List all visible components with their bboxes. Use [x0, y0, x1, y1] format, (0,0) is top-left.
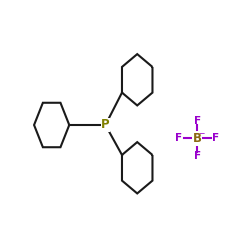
Text: P: P [101, 118, 110, 132]
Text: F: F [194, 116, 201, 126]
Text: F: F [175, 134, 182, 143]
Text: F: F [212, 134, 220, 143]
Text: −: − [198, 130, 205, 138]
Text: B: B [192, 132, 202, 145]
Text: F: F [194, 151, 201, 161]
